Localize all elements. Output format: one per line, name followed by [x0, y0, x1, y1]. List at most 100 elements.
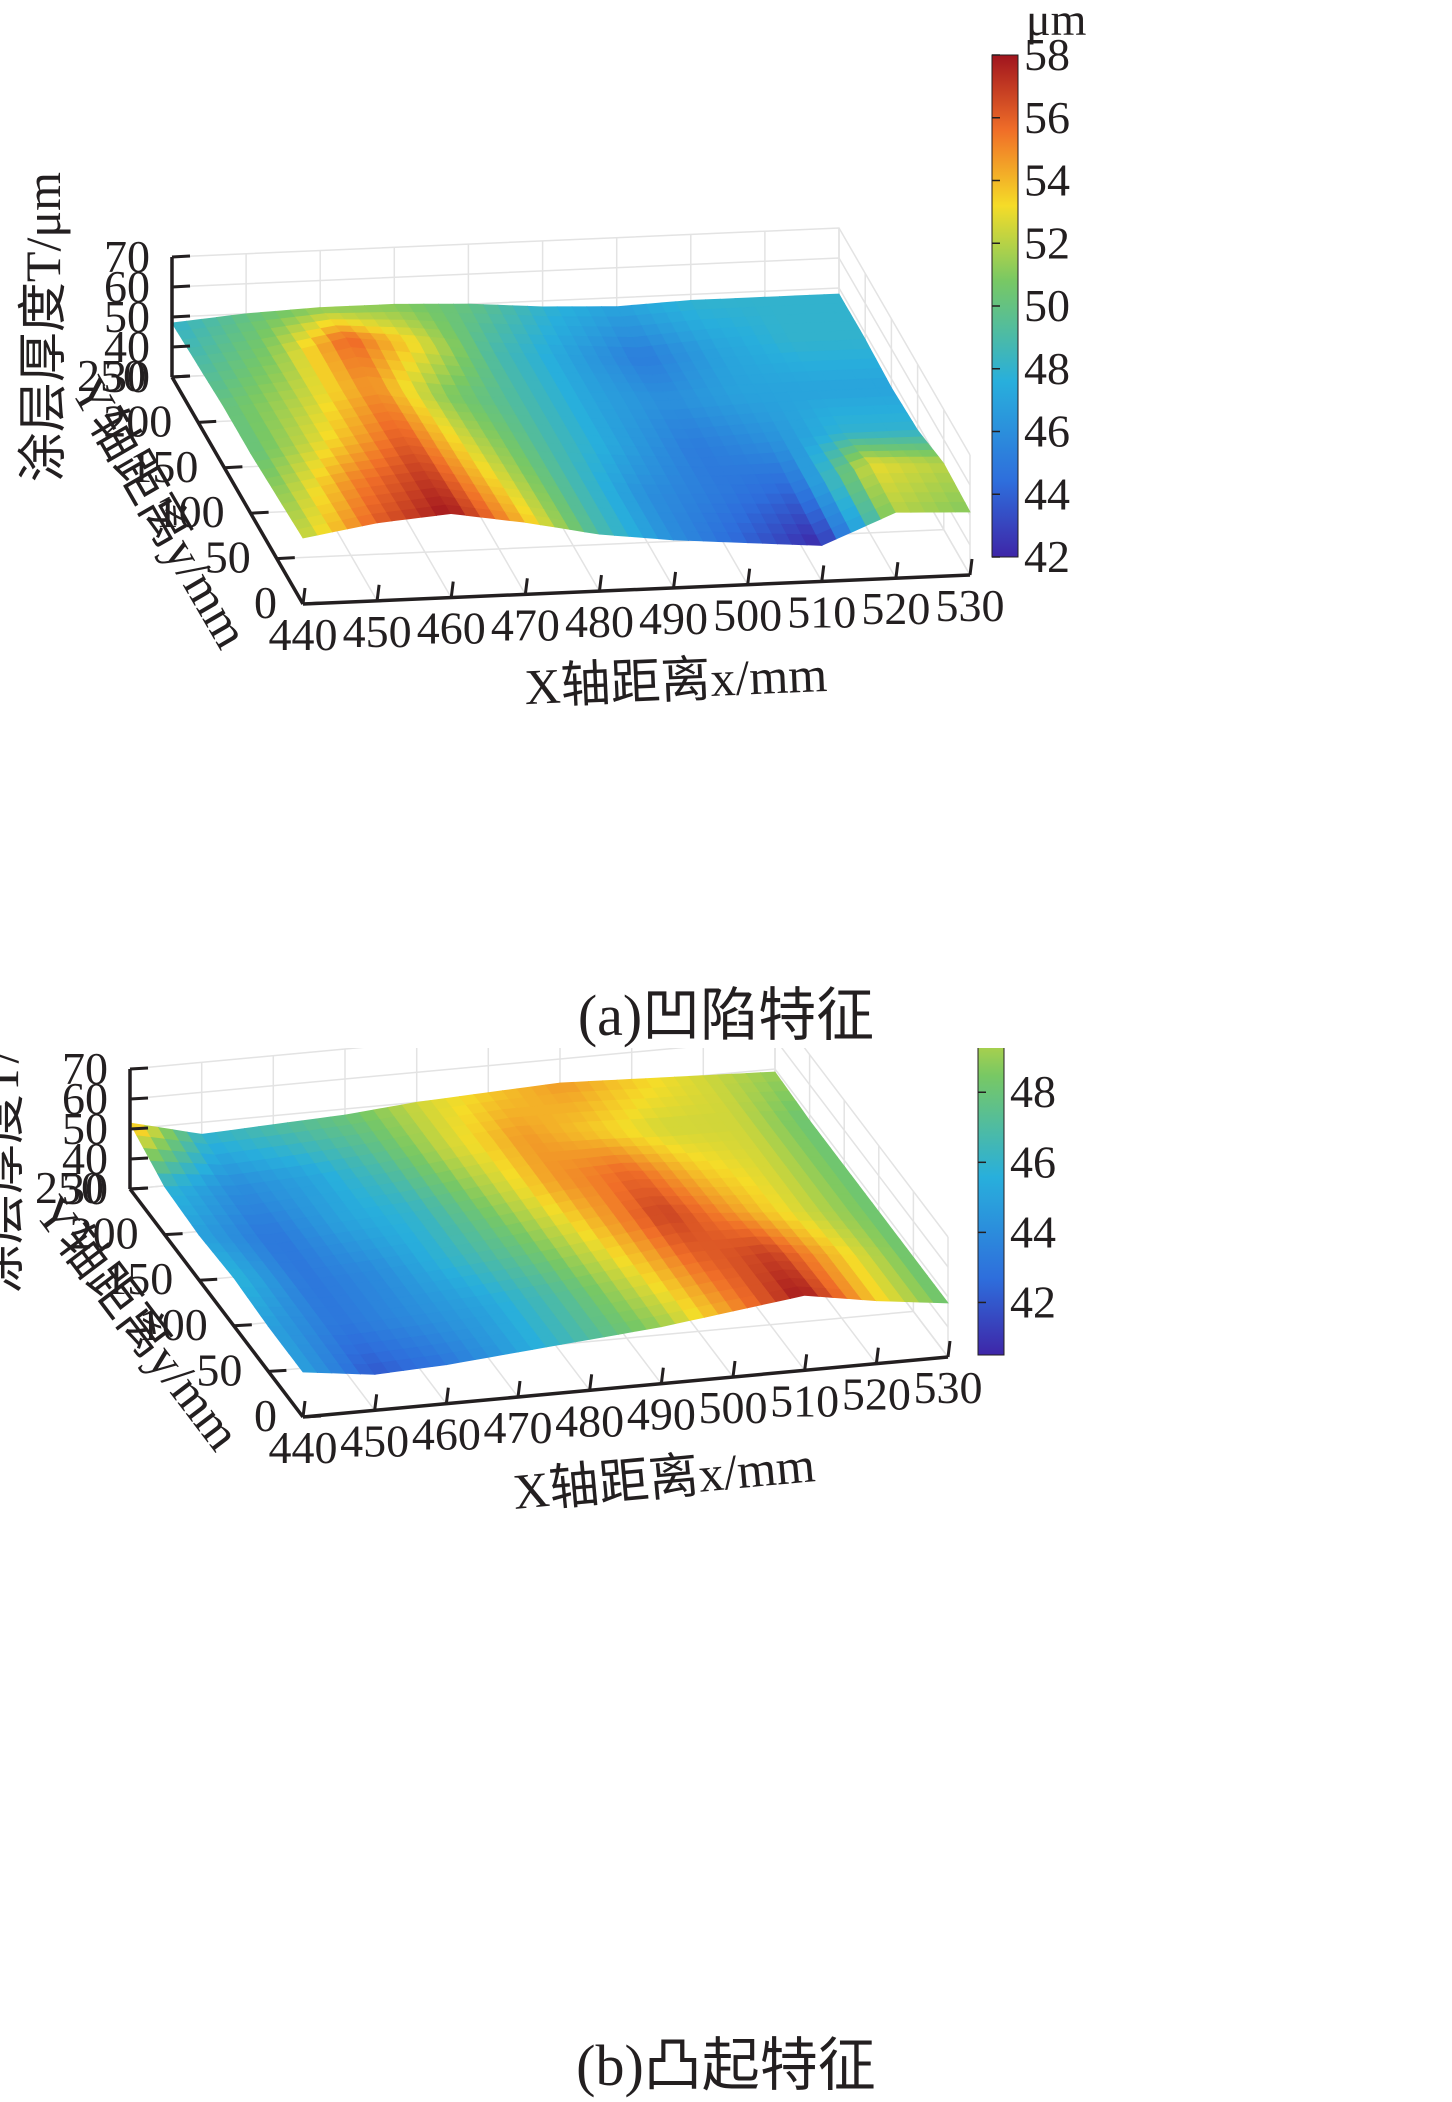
z-tick-mark: [171, 344, 191, 349]
x-tick-mark: [731, 1360, 737, 1378]
y-axis-line: [170, 376, 305, 605]
colorbar-tick-label: 48: [1010, 1066, 1056, 1117]
x-tick-label: 500: [713, 590, 782, 641]
panel-a: 440 450 460 470 480 490 500 510 520 530 0 50 100 150 2…: [0, 0, 1452, 1048]
surface-patch: [949, 501, 971, 513]
x-tick-label: 470: [484, 1402, 553, 1453]
x-tick-label: 460: [417, 603, 486, 654]
x-tick-label: 520: [861, 583, 930, 634]
z-tick-mark: [129, 1156, 149, 1161]
y-tick-label: 250: [77, 350, 146, 401]
panel-b: 440 450 460 470 480 490 500 510 520 530 0 50 100 150 2…: [0, 1048, 1452, 2098]
x-tick-mark: [588, 1374, 594, 1391]
colorbar-tick-label: 48: [1024, 343, 1070, 394]
y-tick-label: 0: [254, 1390, 277, 1441]
z-tick-label: 30: [104, 351, 150, 402]
y-tick-label: 50: [205, 532, 251, 583]
z-tick-mark: [129, 1096, 149, 1101]
colorbar-tick-label: 44: [1024, 468, 1070, 519]
z-tick-label: 70: [62, 1048, 108, 1094]
z-axis-title: 涂层厚度T/μm: [0, 1048, 29, 1294]
y-tick-label: 150: [129, 441, 198, 492]
colorbar-tick-label: 58: [1024, 29, 1070, 80]
x-tick-label: 470: [491, 599, 560, 650]
z-tick-mark: [171, 314, 191, 319]
z-tick-mark: [171, 284, 191, 289]
y-tick-mark: [276, 556, 295, 561]
y-tick-mark: [224, 465, 243, 470]
z-tick-mark: [171, 374, 191, 379]
surface: [171, 293, 971, 546]
x-tick-label: 480: [565, 596, 634, 647]
y-tick-mark: [233, 1323, 252, 1328]
y-tick-mark: [250, 510, 269, 515]
y-tick-label: 100: [139, 1299, 208, 1350]
y-tick-label: 0: [254, 577, 277, 628]
x-tick-mark: [449, 581, 455, 598]
y-tick-mark: [199, 1277, 218, 1282]
x-tick-label: 440: [269, 1422, 338, 1473]
x-tick-label: 530: [936, 580, 1005, 631]
z-tick-mark: [129, 1066, 149, 1071]
z-tick-label: 70: [104, 231, 150, 282]
x-tick-mark: [301, 587, 307, 605]
caption-a: (a)凹陷特征: [577, 983, 875, 1048]
colorbar-tick-label: 42: [1010, 1276, 1056, 1327]
z-axis-title: 涂层厚度T/μm: [15, 172, 71, 482]
x-axis-title: X轴距离x/mm: [523, 646, 828, 715]
colorbar-unit: μm: [1026, 0, 1087, 45]
x-tick-mark: [523, 578, 529, 595]
colorbar-tick-label: 46: [1024, 406, 1070, 457]
gridline-y: [276, 409, 945, 560]
colorbar-tick-label: 50: [1024, 280, 1070, 331]
z-tick-label: 60: [104, 261, 150, 312]
x-axis-title: X轴距离x/mm: [511, 1436, 818, 1520]
x-tick-label: 440: [269, 609, 338, 660]
x-tick-mark: [516, 1380, 522, 1398]
x-tick-label: 520: [842, 1369, 911, 1420]
colorbar-tick-label: 44: [1010, 1206, 1056, 1257]
x-tick-mark: [874, 1347, 880, 1364]
axes: 440 450 460 470 480 490 500 510 520 5300501001502…: [15, 172, 1005, 715]
z-tick-mark: [129, 1126, 149, 1131]
y-tick-label: 50: [196, 1344, 242, 1395]
z-tick-mark: [171, 254, 191, 259]
x-tick-mark: [373, 1394, 379, 1411]
x-tick-mark: [803, 1354, 809, 1371]
y-tick-mark: [302, 1414, 322, 1419]
z-tick-label: 50: [104, 291, 150, 342]
y-tick-label: 150: [104, 1253, 173, 1304]
y-tick-label: 200: [103, 395, 172, 446]
x-tick-mark: [672, 571, 678, 589]
x-tick-mark: [659, 1367, 665, 1384]
x-tick-mark: [946, 1340, 952, 1358]
colorbar-tick-label: 54: [1024, 155, 1070, 206]
surface-patch: [925, 1292, 949, 1304]
z-tick-mark: [129, 1186, 149, 1191]
x-tick-mark: [746, 568, 752, 585]
colorbar-tick-label: 52: [1024, 217, 1070, 268]
x-axis-line: [302, 573, 971, 606]
z-tick-label: 40: [104, 321, 150, 372]
y-tick-label: 200: [70, 1208, 139, 1259]
z-tick-label: 50: [62, 1103, 108, 1154]
y-tick-label: 250: [35, 1162, 104, 1213]
x-tick-label: 530: [914, 1362, 983, 1413]
x-axis-line: [302, 1355, 949, 1419]
y-tick-mark: [198, 419, 217, 424]
colorbar-gradient: [977, 1048, 1005, 1356]
x-tick-label: 510: [787, 586, 856, 637]
surface: [129, 1071, 949, 1375]
x-tick-label: 490: [627, 1389, 696, 1440]
z-tick-label: 40: [62, 1133, 108, 1184]
x-tick-label: 510: [770, 1375, 839, 1426]
colorbar-tick-label: 56: [1024, 92, 1070, 143]
y-tick-label: 100: [156, 486, 225, 537]
x-tick-label: 500: [699, 1382, 768, 1433]
y-axis-line: [128, 1187, 305, 1419]
x-tick-mark: [894, 562, 900, 579]
caption-b: (b)凸起特征: [576, 2033, 876, 2098]
colorbar-tick-label: 46: [1010, 1136, 1056, 1187]
x-tick-label: 490: [639, 593, 708, 644]
